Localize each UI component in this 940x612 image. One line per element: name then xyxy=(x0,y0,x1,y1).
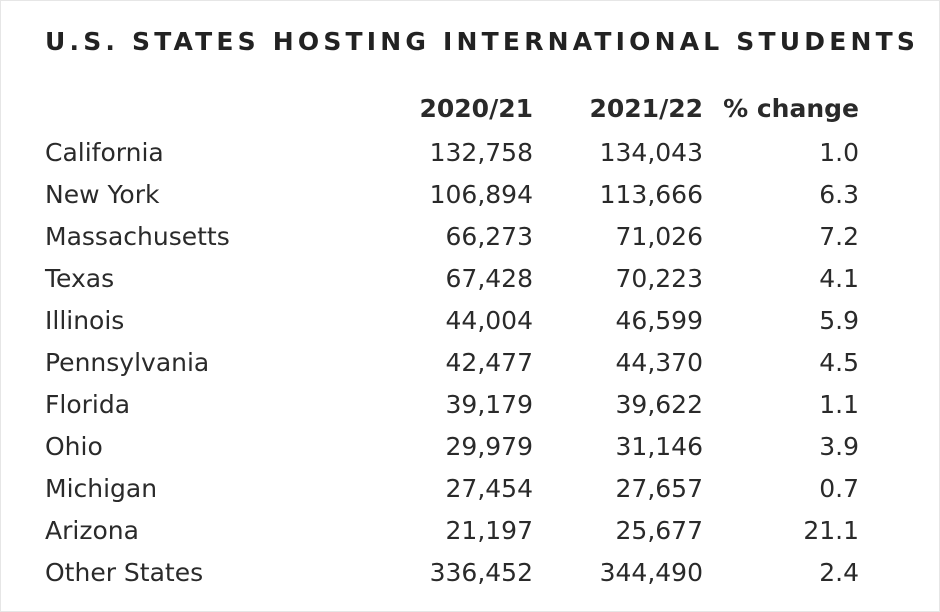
table-cell: 344,490 xyxy=(599,558,703,587)
table-cell: 31,146 xyxy=(615,432,703,461)
table-cell: 42,477 xyxy=(445,348,533,377)
state-name: Other States xyxy=(45,558,204,587)
table-cell: 6.3 xyxy=(819,180,859,209)
state-name: New York xyxy=(45,180,160,209)
state-name: Massachusetts xyxy=(45,222,230,251)
table-cell: 39,179 xyxy=(445,390,533,419)
table-cell: 27,454 xyxy=(445,474,533,503)
column-header: 2020/21 xyxy=(419,94,533,123)
table-cell: 4.5 xyxy=(819,348,859,377)
state-name: Ohio xyxy=(45,432,103,461)
column-header: 2021/22 xyxy=(589,94,703,123)
table-cell: 113,666 xyxy=(599,180,703,209)
title: U.S. STATES HOSTING INTERNATIONAL STUDEN… xyxy=(45,27,920,56)
table-cell: 66,273 xyxy=(445,222,533,251)
table-cell: 44,370 xyxy=(615,348,703,377)
table-cell: 336,452 xyxy=(429,558,533,587)
table-cell: 134,043 xyxy=(599,138,703,167)
table-cell: 27,657 xyxy=(615,474,703,503)
column-header: % change xyxy=(723,94,859,123)
table-cell: 67,428 xyxy=(445,264,533,293)
state-name: Michigan xyxy=(45,474,158,503)
state-name: Illinois xyxy=(45,306,125,335)
table-cell: 106,894 xyxy=(429,180,533,209)
table-cell: 0.7 xyxy=(819,474,859,503)
table-cell: 21,197 xyxy=(445,516,533,545)
table-cell: 1.0 xyxy=(819,138,859,167)
state-name: Texas xyxy=(45,264,115,293)
table-cell: 1.1 xyxy=(819,390,859,419)
table-cell: 29,979 xyxy=(445,432,533,461)
table-cell: 2.4 xyxy=(819,558,859,587)
table-cell: 4.1 xyxy=(819,264,859,293)
table-cell: 25,677 xyxy=(615,516,703,545)
table-cell: 44,004 xyxy=(445,306,533,335)
table-cell: 5.9 xyxy=(819,306,859,335)
table-cell: 71,026 xyxy=(615,222,703,251)
table-cell: 3.9 xyxy=(819,432,859,461)
table-cell: 39,622 xyxy=(615,390,703,419)
table-cell: 70,223 xyxy=(615,264,703,293)
table-cell: 21.1 xyxy=(803,516,859,545)
table-cell: 7.2 xyxy=(819,222,859,251)
table-cell: 46,599 xyxy=(615,306,703,335)
state-name: Arizona xyxy=(45,516,139,545)
table-cell: 132,758 xyxy=(429,138,533,167)
state-name: California xyxy=(45,138,164,167)
state-name: Florida xyxy=(45,390,131,419)
state-name: Pennsylvania xyxy=(45,348,210,377)
